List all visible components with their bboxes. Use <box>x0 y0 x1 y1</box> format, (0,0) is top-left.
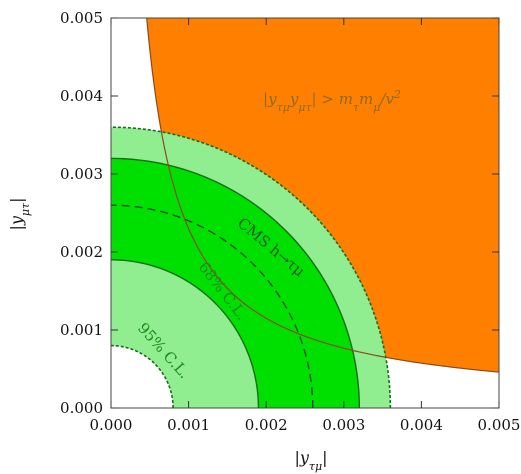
y-tick-label: 0.002 <box>60 243 103 261</box>
x-tick-label: 0.004 <box>400 416 443 434</box>
y-ticks: 0.000 0.001 0.002 0.003 0.004 0.005 <box>60 9 499 417</box>
cl68-outer-edge <box>111 157 361 408</box>
excluded-region-label: |yτμyμτ| > mτmμ/v2 <box>263 88 401 114</box>
y-tick-label: 0.005 <box>60 9 103 27</box>
cms-best-fit-arc <box>111 204 314 408</box>
x-tick-label: 0.005 <box>478 416 521 434</box>
plot-frame <box>110 17 500 409</box>
x-ticks: 0.000 0.001 0.002 0.003 0.004 0.005 <box>90 18 521 434</box>
x-tick-label: 0.001 <box>167 416 210 434</box>
y-tick-label: 0.004 <box>60 87 103 105</box>
x-tick-label: 0.003 <box>322 416 365 434</box>
y-tick-label: 0.000 <box>60 399 103 417</box>
x-tick-label: 0.000 <box>90 416 133 434</box>
y-tick-label: 0.001 <box>60 321 103 339</box>
cl68-inner-edge <box>111 259 260 408</box>
cl95-outer-edge <box>111 126 392 408</box>
excluded-boundary <box>146 18 499 373</box>
y-axis-label: |yμτ| <box>7 197 32 230</box>
y-tick-label: 0.003 <box>60 165 103 183</box>
x-axis-label: |yτμ| <box>294 448 327 473</box>
x-tick-label: 0.002 <box>245 416 288 434</box>
cl68-band <box>111 158 360 408</box>
cl95-inner-edge <box>111 344 174 408</box>
